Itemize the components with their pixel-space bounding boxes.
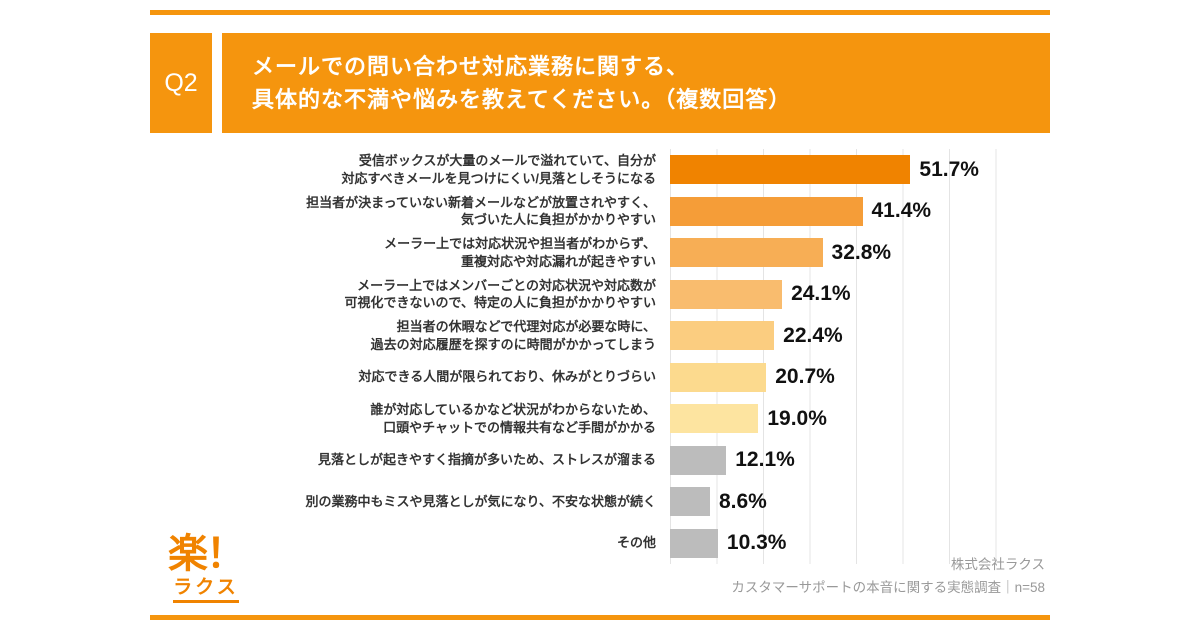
chart-row: 受信ボックスが大量のメールで溢れていて、自分が 対応すべきメールを見つけにくい/…	[150, 149, 1050, 191]
bar-area: 22.4%	[670, 315, 1042, 357]
category-label: 誰が対応しているかなど状況がわからないため、 口頭やチャットでの情報共有など手間…	[370, 402, 656, 435]
bar-area: 41.4%	[670, 190, 1042, 232]
question-number-badge: Q2	[150, 33, 212, 133]
value-label: 32.8%	[831, 240, 892, 264]
source-company: 株式会社ラクス	[950, 557, 1045, 572]
bar	[670, 155, 911, 185]
source-survey-name: カスタマーサポートの本音に関する実態調査｜n=58	[731, 579, 1045, 595]
category-label: 対応できる人間が限られており、休みがとりづらい	[358, 369, 656, 385]
value-label: 51.7%	[919, 157, 979, 181]
rakus-logo: 楽！ ラクス	[168, 532, 246, 603]
chart-row: 別の業務中もミスや見落としが気になり、不安な状態が続く 8.6%	[150, 481, 1050, 523]
category-label: 担当者の休暇などで代理対応が必要な時に、 過去の対応履歴を探すのに時間がかかって…	[370, 319, 656, 352]
bar	[670, 528, 718, 558]
bar	[670, 196, 863, 226]
rakus-logo-text: ラクス	[173, 578, 239, 603]
value-label: 10.3%	[726, 531, 787, 555]
bar-area: 20.7%	[670, 356, 1042, 398]
chart-row: 担当者の休暇などで代理対応が必要な時に、 過去の対応履歴を探すのに時間がかかって…	[150, 315, 1050, 357]
value-label: 12.1%	[735, 448, 795, 472]
bar-area: 24.1%	[670, 273, 1042, 315]
category-label: メーラー上ではメンバーごとの対応状況や対応数が 可視化できないので、特定の人に負…	[344, 277, 656, 311]
question-title-line1: メールでの問い合わせ対応業務に関する、	[252, 54, 690, 79]
question-header: Q2 メールでの問い合わせ対応業務に関する、 具体的な不満や悩みを教えてください…	[150, 33, 1050, 133]
bar-area: 19.0%	[670, 398, 1042, 440]
value-label: 20.7%	[775, 365, 835, 389]
top-accent-rule	[150, 10, 1050, 15]
rakus-logo-mark: 楽！	[168, 532, 246, 576]
value-label: 24.1%	[791, 282, 851, 306]
value-label: 22.4%	[783, 323, 843, 347]
bar-area: 32.8%	[670, 232, 1042, 274]
horizontal-bar-chart: 受信ボックスが大量のメールで溢れていて、自分が 対応すべきメールを見つけにくい/…	[150, 149, 1050, 564]
chart-row: 見落としが起きやすく指摘が多いため、ストレスが溜まる 12.1%	[150, 439, 1050, 481]
bar	[670, 238, 823, 268]
bottom-accent-rule	[150, 615, 1050, 620]
category-label: 見落としが起きやすく指摘が多いため、ストレスが溜まる	[317, 452, 656, 468]
question-title: メールでの問い合わせ対応業務に関する、 具体的な不満や悩みを教えてください。（複…	[222, 33, 1050, 133]
question-title-line2: 具体的な不満や悩みを教えてください。（複数回答）	[252, 87, 792, 112]
category-label: 別の業務中もミスや見落としが気になり、不安な状態が続く	[305, 493, 656, 509]
bar	[670, 404, 759, 434]
chart-row: メーラー上ではメンバーごとの対応状況や対応数が 可視化できないので、特定の人に負…	[150, 273, 1050, 315]
value-label: 8.6%	[718, 489, 767, 513]
chart-row: 対応できる人間が限られており、休みがとりづらい 20.7%	[150, 356, 1050, 398]
value-label: 41.4%	[871, 199, 932, 223]
category-label: 受信ボックスが大量のメールで溢れていて、自分が 対応すべきメールを見つけにくい/…	[341, 153, 656, 186]
bar	[670, 487, 710, 517]
chart-row: メーラー上では対応状況や担当者がわからず、 重複対応や対応漏れが起きやすい 32.…	[150, 232, 1050, 274]
bar	[670, 279, 783, 309]
bar-area: 10.3%	[670, 522, 1042, 564]
category-label: 担当者が決まっていない新着メールなどが放置されやすく、 気づいた人に負担がかかり…	[306, 194, 656, 228]
bar-area: 8.6%	[670, 481, 1042, 523]
chart-row: その他 10.3%	[150, 522, 1050, 564]
chart-row: 誰が対応しているかなど状況がわからないため、 口頭やチャットでの情報共有など手間…	[150, 398, 1050, 440]
bar	[670, 445, 727, 475]
bar	[670, 362, 767, 392]
category-label: その他	[616, 535, 656, 551]
chart-row: 担当者が決まっていない新着メールなどが放置されやすく、 気づいた人に負担がかかり…	[150, 190, 1050, 232]
bar-area: 12.1%	[670, 439, 1042, 481]
bar-area: 51.7%	[670, 149, 1042, 191]
source-credit: 株式会社ラクス カスタマーサポートの本音に関する実態調査｜n=58	[731, 554, 1045, 600]
bar	[670, 321, 775, 351]
category-label: メーラー上では対応状況や担当者がわからず、 重複対応や対応漏れが起きやすい	[384, 236, 656, 269]
value-label: 19.0%	[767, 406, 827, 430]
